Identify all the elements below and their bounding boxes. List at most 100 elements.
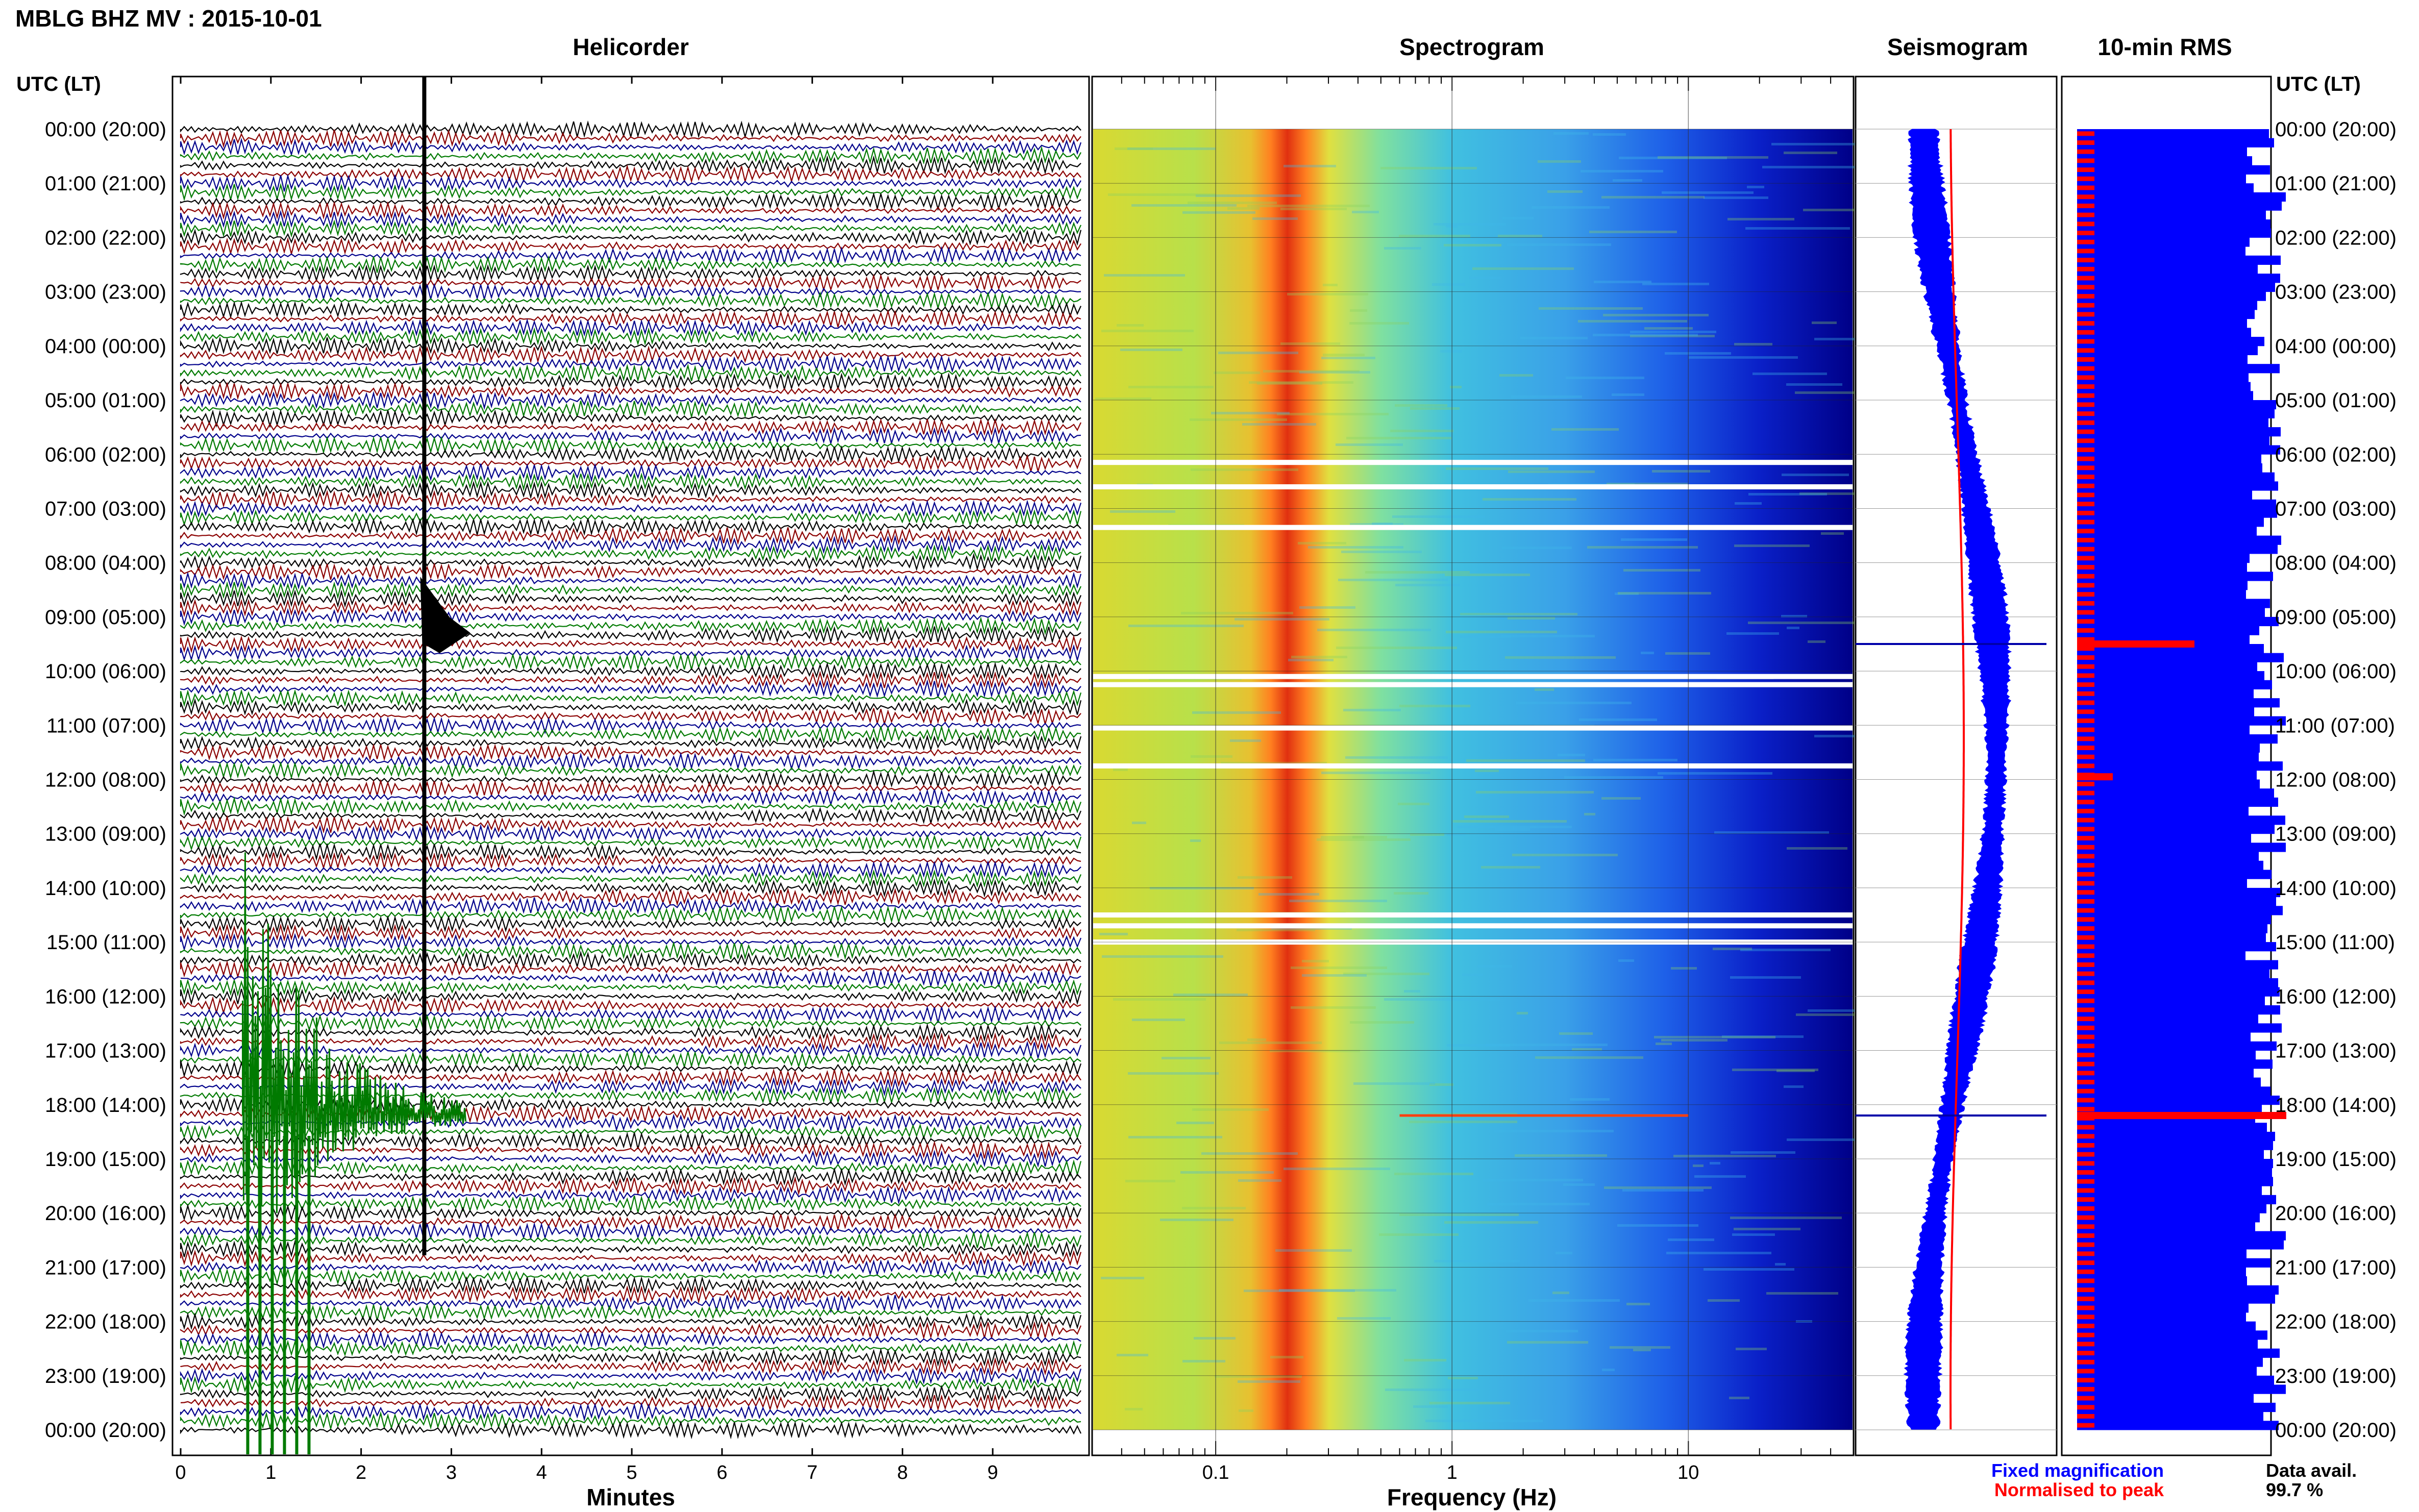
spectrogram-speckle bbox=[1104, 274, 1185, 277]
spectrogram-speckle bbox=[1302, 974, 1367, 977]
rms-bar bbox=[2077, 770, 2257, 780]
helicorder-trace bbox=[180, 508, 1082, 527]
spectrogram-speckle bbox=[1538, 160, 1581, 163]
rms-bar bbox=[2077, 996, 2265, 1006]
spectrogram-speckle bbox=[1556, 1252, 1572, 1254]
helicorder-trace bbox=[180, 1222, 1081, 1241]
spectrogram-speckle bbox=[1502, 547, 1572, 549]
rms-normalised-mark bbox=[2077, 285, 2094, 290]
rms-bar bbox=[2077, 192, 2286, 202]
spectrogram-speckle bbox=[1666, 1252, 1771, 1254]
legend-fixed-magnification: Fixed magnification bbox=[1991, 1460, 2164, 1481]
rms-normalised-mark bbox=[2077, 1098, 2094, 1103]
rms-bar bbox=[2077, 463, 2262, 473]
rms-bar bbox=[2077, 752, 2259, 762]
spectrogram-speckle bbox=[1182, 1360, 1225, 1362]
spectrogram-speckle bbox=[1447, 1044, 1510, 1047]
rms-normalised-mark bbox=[2077, 519, 2094, 525]
rms-bar bbox=[2077, 129, 2269, 139]
rms-normalised-mark bbox=[2077, 411, 2094, 416]
rms-normalised-mark bbox=[2077, 727, 2094, 732]
rms-bar bbox=[2077, 1131, 2275, 1142]
helicorder-trace bbox=[180, 581, 1081, 600]
helicorder-trace bbox=[180, 1005, 1081, 1024]
spectrogram-speckle bbox=[1475, 770, 1499, 772]
rms-normalised-mark bbox=[2077, 709, 2094, 714]
spectrogram-speckle bbox=[1410, 833, 1444, 836]
spectrogram-speckle bbox=[1299, 371, 1370, 374]
rms-bar bbox=[2077, 833, 2251, 843]
rms-normalised-mark bbox=[2077, 1170, 2094, 1175]
rms-bar bbox=[2077, 1059, 2273, 1069]
spectrogram-speckle bbox=[1321, 836, 1364, 838]
spectrogram-speckle bbox=[1507, 243, 1611, 246]
time-label-right: 20:00 (16:00) bbox=[2275, 1202, 2397, 1225]
helicorder-trace bbox=[180, 345, 1081, 365]
rms-normalised-mark bbox=[2077, 754, 2094, 759]
spectrogram-speckle bbox=[1623, 569, 1700, 572]
time-label-right: 02:00 (22:00) bbox=[2275, 227, 2397, 249]
helicorder-trace bbox=[180, 689, 1082, 707]
spectrogram-tick-label: 10 bbox=[1677, 1462, 1699, 1483]
time-label-left: 22:00 (18:00) bbox=[45, 1311, 166, 1333]
rms-bar bbox=[2077, 707, 2254, 717]
spectrogram-speckle bbox=[1453, 820, 1567, 823]
rms-bar bbox=[2077, 743, 2260, 753]
spectrogram-speckle bbox=[1593, 133, 1626, 136]
rms-normalised-mark bbox=[2077, 510, 2094, 515]
time-label-left: 04:00 (00:00) bbox=[45, 335, 166, 358]
spectrogram-speckle bbox=[1814, 338, 1861, 340]
rms-normalised-mark bbox=[2077, 1251, 2094, 1256]
time-label-left: 00:00 (20:00) bbox=[45, 118, 166, 141]
helicorder-tick-label: 4 bbox=[536, 1462, 547, 1483]
spectrogram-speckle bbox=[1581, 170, 1663, 172]
helicorder-trace bbox=[180, 120, 1081, 139]
rms-bar bbox=[2077, 942, 2276, 952]
spectrogram-speckle bbox=[1211, 412, 1290, 414]
rms-normalised-mark bbox=[2077, 1351, 2094, 1355]
rms-normalised-mark bbox=[2077, 1053, 2094, 1057]
spectrogram-speckle bbox=[1748, 622, 1860, 624]
helicorder-trace bbox=[180, 1321, 1082, 1340]
rms-bar bbox=[2077, 1050, 2256, 1060]
rms-bar bbox=[2077, 599, 2270, 608]
spectrogram-speckle bbox=[1196, 194, 1301, 197]
spectrogram-speckle bbox=[1321, 357, 1375, 359]
spectrogram-speckle bbox=[1132, 822, 1146, 824]
rms-normalised-mark bbox=[2077, 131, 2094, 136]
spectrogram-speckle bbox=[1516, 702, 1632, 704]
spectrogram-speckle bbox=[1499, 374, 1533, 377]
rms-bar bbox=[2077, 734, 2278, 744]
spectrogram-speckle bbox=[1394, 1173, 1473, 1175]
spectrogram-data-gap bbox=[1093, 525, 1853, 530]
rms-bar bbox=[2077, 454, 2261, 464]
rms-bar bbox=[2077, 1213, 2260, 1223]
spectrogram-speckle bbox=[1230, 739, 1261, 742]
helicorder-trace bbox=[180, 517, 1081, 536]
spectrogram-speckle bbox=[1125, 1408, 1143, 1410]
helicorder-trace bbox=[180, 372, 1081, 392]
rms-bar bbox=[2077, 1249, 2247, 1259]
rms-normalised-mark bbox=[2077, 800, 2094, 805]
spectrogram-speckle bbox=[1317, 629, 1431, 631]
spectrogram-speckle bbox=[1511, 395, 1582, 398]
spectrogram-speckle bbox=[1563, 1183, 1595, 1186]
rms-bar bbox=[2077, 842, 2286, 852]
spectrogram-speckle bbox=[1238, 1380, 1300, 1383]
helicorder-trace bbox=[180, 1167, 1081, 1186]
helicorder-trace bbox=[180, 472, 1081, 491]
rms-bar bbox=[2077, 1041, 2277, 1051]
spectrogram-speckle bbox=[1280, 342, 1340, 345]
helicorder-tick-label: 9 bbox=[988, 1462, 998, 1483]
rms-bar bbox=[2077, 1394, 2254, 1403]
spectrogram-speckle bbox=[1252, 217, 1298, 220]
helicorder-trace bbox=[180, 1203, 1082, 1223]
spectrogram-speckle bbox=[1440, 350, 1462, 353]
rms-bar bbox=[2077, 1068, 2254, 1078]
rms-normalised-mark bbox=[2077, 1359, 2094, 1365]
rms-normalised-mark bbox=[2077, 1017, 2094, 1022]
rms-bar bbox=[2077, 1402, 2276, 1412]
spectrogram-speckle bbox=[1735, 502, 1762, 505]
rms-bar bbox=[2077, 1231, 2286, 1241]
legend-normalised-to-peak: Normalised to peak bbox=[1994, 1479, 2164, 1500]
